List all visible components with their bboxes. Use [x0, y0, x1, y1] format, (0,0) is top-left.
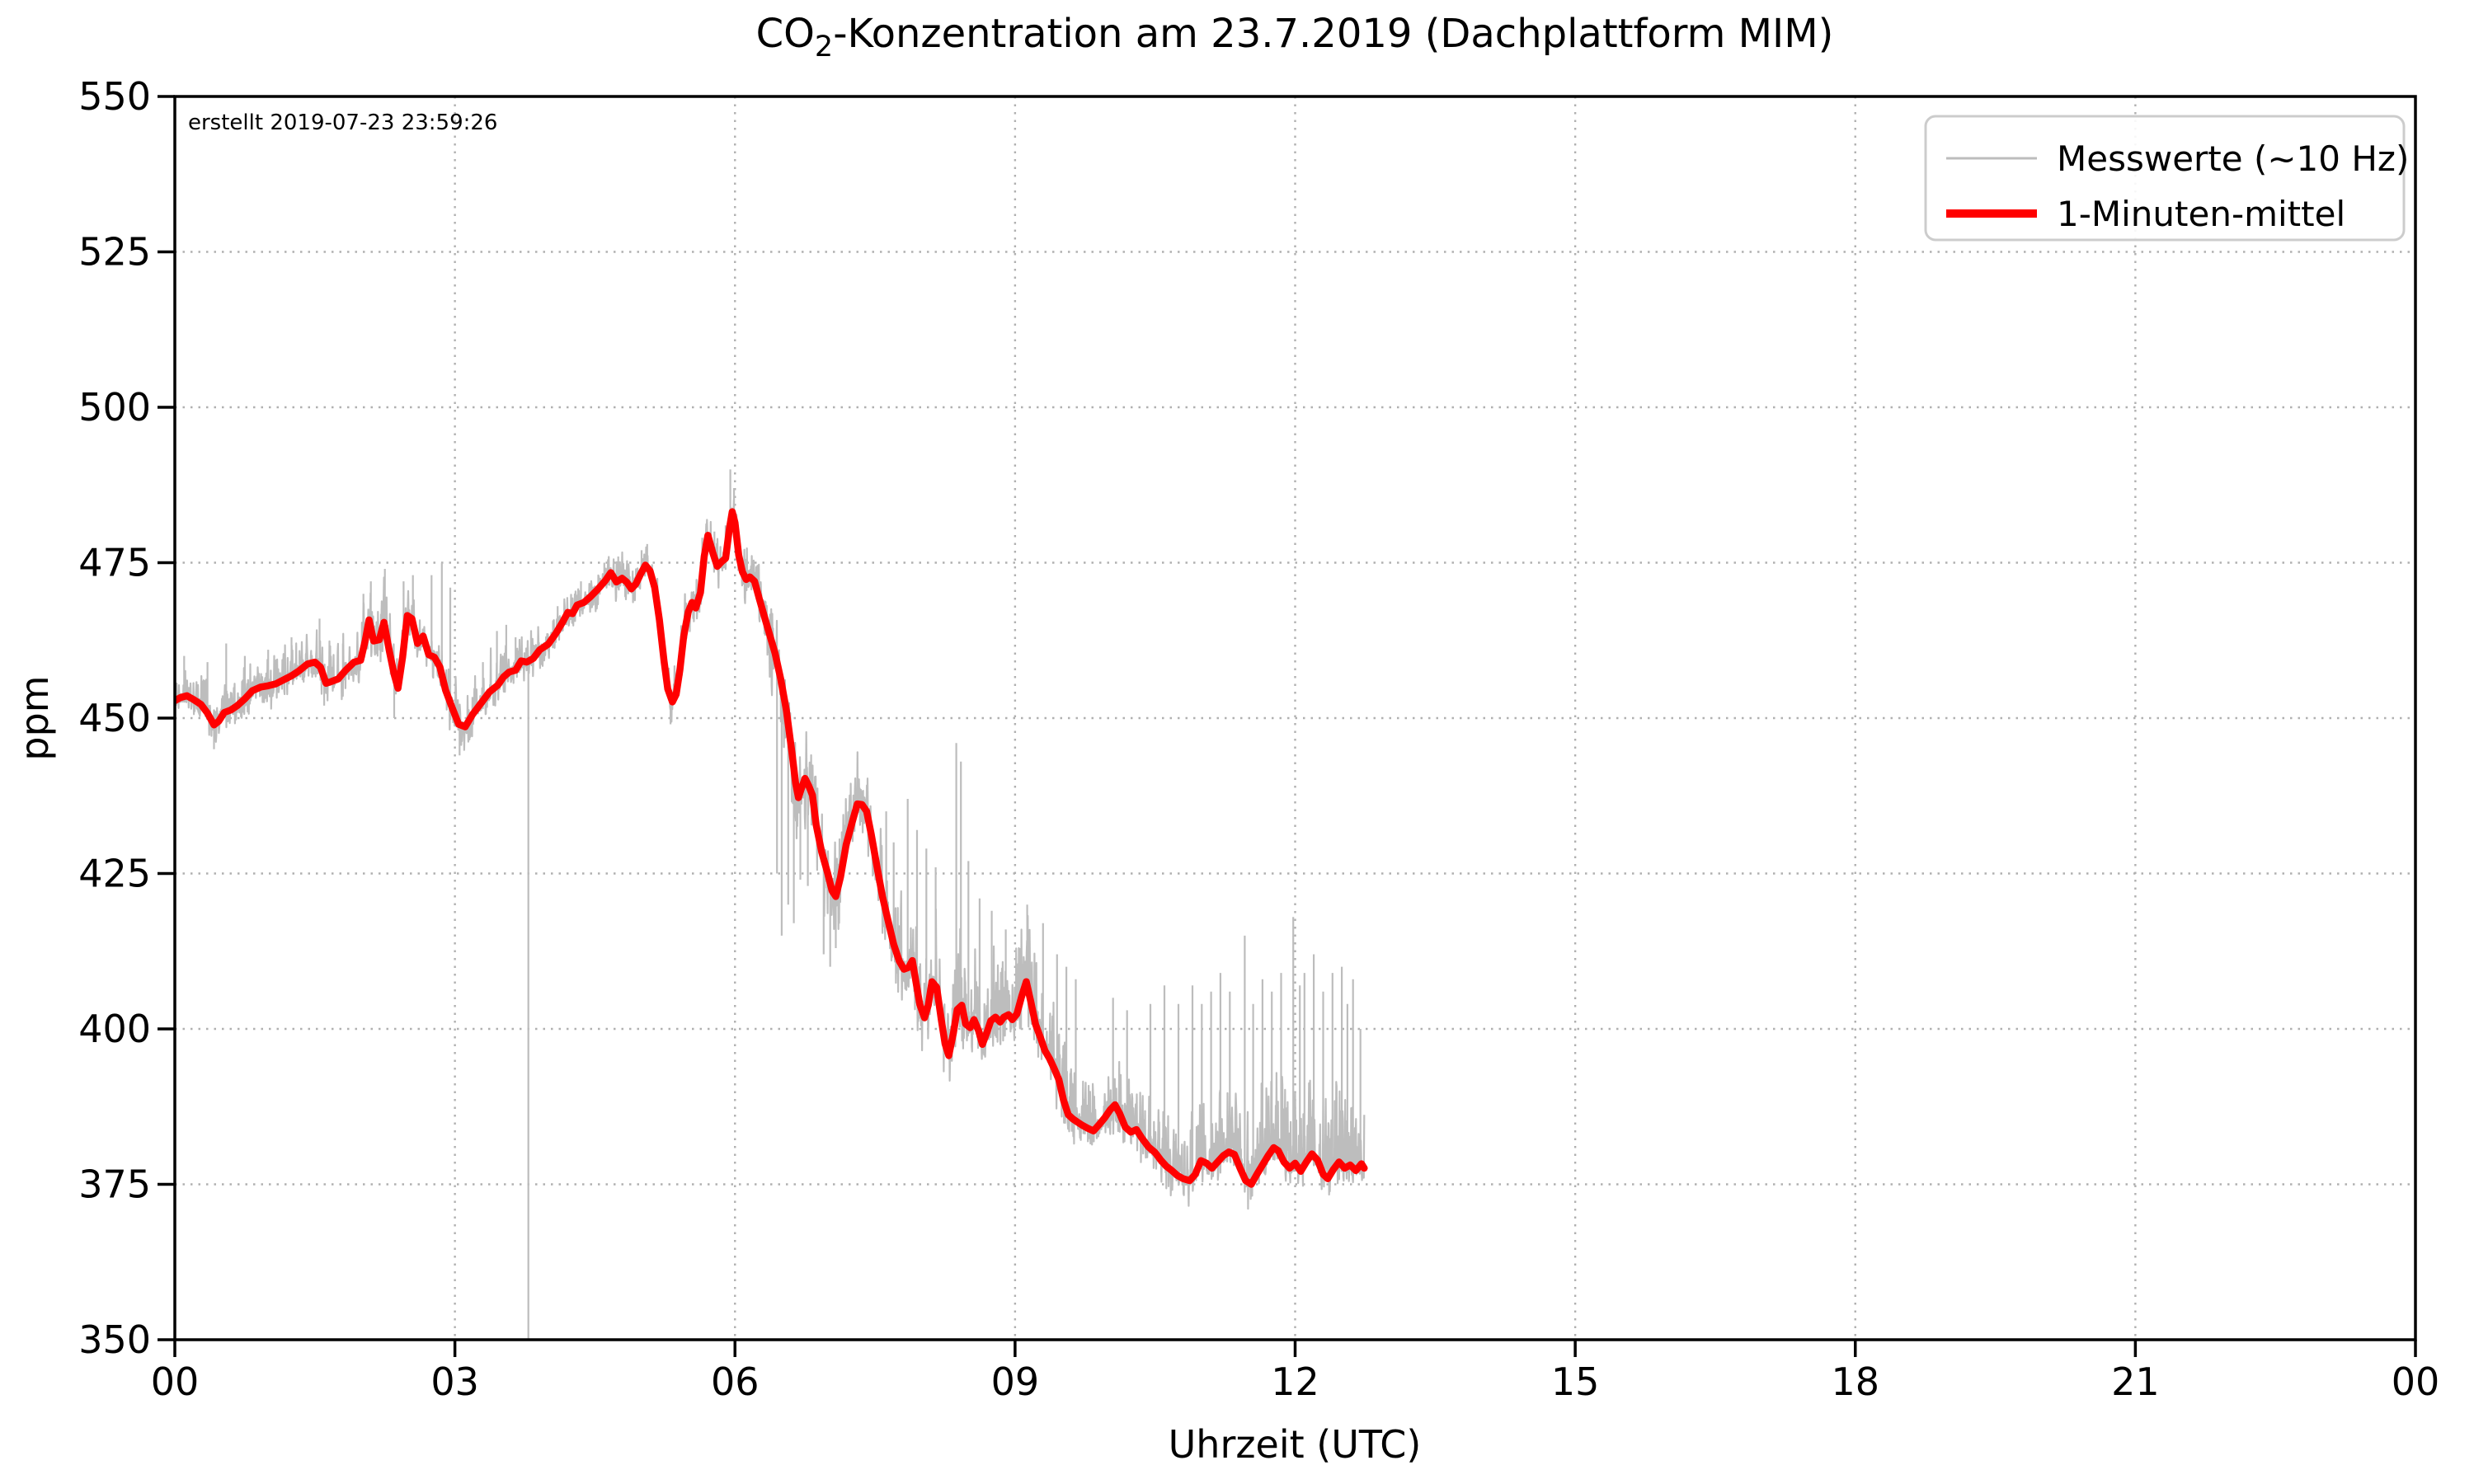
legend-box — [1924, 115, 2406, 242]
x-tick-label: 00 — [2392, 1360, 2440, 1404]
y-tick-label: 475 — [78, 541, 151, 585]
y-tick-label: 500 — [78, 385, 151, 430]
title-rest: -Konzentration am 23.7.2019 (Dachplattfo… — [833, 11, 1833, 57]
x-tick-label: 09 — [991, 1360, 1040, 1404]
y-tick-label: 400 — [78, 1007, 151, 1051]
x-axis-label: Uhrzeit (UTC) — [1169, 1422, 1422, 1467]
x-tick-label: 00 — [151, 1360, 200, 1404]
y-tick-label: 450 — [78, 696, 151, 740]
creation-timestamp: erstellt 2019-07-23 23:59:26 — [188, 110, 497, 135]
one-minute-mean-line — [175, 508, 1368, 1188]
chart-title: CO2-Konzentration am 23.7.2019 (Dachplat… — [756, 11, 1834, 63]
y-tick-label: 375 — [78, 1162, 151, 1207]
data-series — [175, 469, 1368, 1340]
x-tick-label: 21 — [2111, 1360, 2160, 1404]
tick-labels: 00 03 06 09 12 15 18 21 003503754004254504755005… — [78, 74, 2439, 1404]
y-tick-label: 525 — [78, 230, 151, 275]
legend: Messwerte (~10 Hz) 1-Minuten-mittel — [1924, 115, 2409, 242]
raw-measurements-line — [175, 469, 1366, 1340]
y-axis-label: ppm — [12, 675, 57, 760]
x-tick-label: 06 — [711, 1360, 760, 1404]
x-tick-label: 18 — [1831, 1360, 1879, 1404]
y-tick-label: 425 — [78, 852, 151, 896]
title-subscript-2: 2 — [815, 31, 833, 63]
y-tick-label: 550 — [78, 74, 151, 119]
tick-marks — [158, 95, 2417, 1357]
legend-label-mean: 1-Minuten-mittel — [2057, 194, 2345, 234]
x-tick-label: 03 — [430, 1360, 479, 1404]
title-co: CO — [756, 11, 815, 57]
gridlines — [175, 96, 2415, 1340]
legend-label-raw: Messwerte (~10 Hz) — [2057, 139, 2409, 179]
x-tick-label: 12 — [1271, 1360, 1319, 1404]
x-tick-label: 15 — [1551, 1360, 1600, 1404]
y-tick-label: 350 — [78, 1317, 151, 1362]
